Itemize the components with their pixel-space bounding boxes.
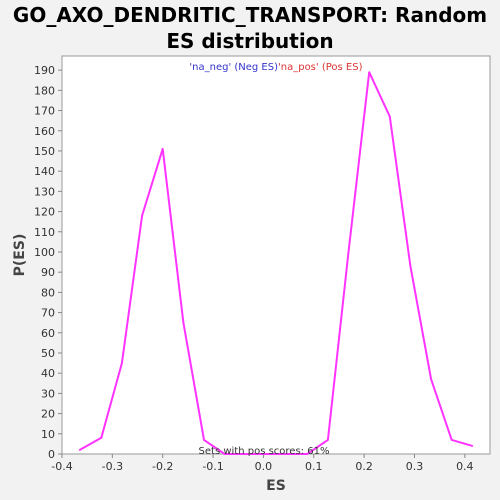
data-point — [223, 453, 226, 455]
series-group — [78, 71, 474, 455]
y-tick-label: 190 — [34, 64, 55, 77]
y-tick-label: 150 — [34, 145, 55, 158]
y-tick-label: 60 — [41, 327, 55, 340]
x-tick-label: -0.3 — [102, 460, 123, 473]
y-tick-label: 30 — [41, 387, 55, 400]
x-tick-label: -0.2 — [152, 460, 173, 473]
y-tick-label: 20 — [41, 408, 55, 421]
data-point — [100, 437, 103, 439]
data-point — [450, 439, 453, 441]
y-tick-label: 110 — [34, 226, 55, 239]
y-axis: 0 10 20 30 40 50 60 70 80 90 100 110 120 130 140 150 160… — [34, 64, 62, 461]
series-line — [79, 71, 473, 455]
x-tick-label: -0.1 — [202, 460, 223, 473]
data-point — [306, 453, 309, 455]
data-point — [389, 115, 391, 118]
y-tick-label: 50 — [41, 347, 55, 360]
x-tick-label: 0.4 — [456, 460, 474, 473]
legend-neg-label: 'na_neg' (Neg ES) — [189, 62, 278, 73]
chart-title: GO_AXO_DENDRITIC_TRANSPORT: Random ES di… — [12, 3, 488, 53]
y-tick-label: 160 — [34, 125, 55, 138]
x-tick-label: 0.1 — [305, 460, 323, 473]
x-tick-label: 0.0 — [255, 460, 273, 473]
y-tick-label: 140 — [34, 165, 55, 178]
y-axis-title: P(ES) — [12, 234, 28, 277]
legend-pos-label: 'na_pos' (Pos ES) — [278, 62, 363, 73]
y-tick-label: 170 — [34, 105, 55, 118]
data-point — [285, 453, 288, 455]
y-tick-label: 70 — [41, 307, 55, 320]
y-tick-label: 10 — [41, 428, 55, 441]
data-point — [203, 439, 205, 441]
x-tick-label: 0.3 — [406, 460, 424, 473]
data-point — [368, 71, 371, 73]
y-tick-label: 80 — [41, 286, 55, 299]
y-tick-label: 90 — [41, 266, 55, 279]
x-axis-title: ES — [266, 478, 286, 494]
x-tick-label: -0.4 — [51, 460, 72, 473]
x-axis: -0.4 -0.3 -0.2 -0.1 0.0 0.1 0.2 0.3 0.4 — [51, 454, 474, 473]
data-point — [121, 362, 123, 364]
y-tick-label: 130 — [34, 185, 55, 198]
x-tick-label: 0.2 — [355, 460, 373, 473]
data-point — [409, 265, 412, 267]
y-tick-label: 180 — [34, 84, 55, 97]
data-point — [327, 439, 329, 441]
data-point — [78, 449, 81, 451]
y-tick-label: 120 — [34, 206, 55, 219]
data-point — [182, 321, 185, 324]
annotation-pos-scores: Sets with pos scores: 61% — [199, 446, 330, 457]
data-point — [471, 445, 474, 447]
y-tick-label: 0 — [48, 448, 55, 461]
data-point — [141, 214, 143, 217]
plot-area — [61, 55, 491, 455]
y-tick-label: 40 — [41, 367, 55, 380]
data-point — [430, 378, 432, 381]
data-point — [347, 251, 350, 253]
data-point — [161, 148, 164, 150]
y-tick-label: 100 — [34, 246, 55, 259]
data-point — [244, 453, 247, 455]
data-point — [265, 453, 267, 455]
